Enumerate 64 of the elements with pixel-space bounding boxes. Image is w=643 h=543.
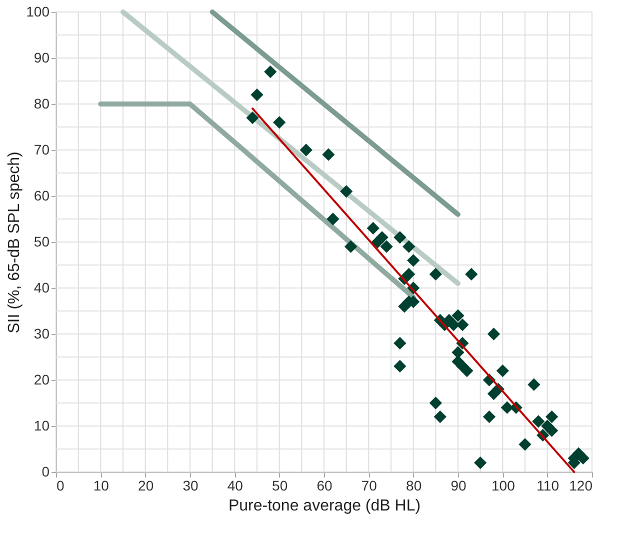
y-tick-label: 0 (42, 464, 50, 480)
x-tick-label: 40 (227, 478, 244, 494)
point (474, 456, 487, 470)
x-tick-label: 70 (361, 478, 378, 494)
point (300, 144, 312, 156)
x-tick-label: 10 (93, 478, 110, 494)
point (429, 268, 442, 281)
x-tick-label: 80 (406, 478, 422, 494)
point (340, 185, 353, 198)
point (532, 415, 545, 428)
point (394, 336, 406, 350)
point (273, 116, 286, 129)
y-axis-title: SII (%, 65-dB SPL spech) (6, 152, 24, 334)
point (545, 424, 558, 437)
point (447, 318, 460, 332)
x-tick-label: 0 (56, 478, 64, 494)
point (366, 222, 380, 235)
y-tick-label: 70 (34, 142, 50, 158)
point (326, 212, 340, 226)
point (429, 396, 442, 410)
point (264, 65, 277, 78)
point (376, 231, 388, 244)
y-tick-label: 80 (34, 96, 50, 112)
y-tick-label: 90 (34, 50, 50, 66)
y-tick-label: 100 (26, 4, 50, 20)
point (528, 378, 540, 391)
y-tick-label: 10 (34, 418, 50, 434)
x-axis-title: Pure-tone average (dB HL) (228, 498, 421, 514)
point (482, 410, 496, 424)
x-tick-label: 50 (272, 478, 288, 494)
x-tick-label: 120 (569, 478, 593, 494)
point (407, 254, 420, 267)
point (487, 387, 500, 400)
point (500, 401, 514, 414)
y-tick-label: 60 (34, 188, 50, 204)
x-tick-label: 20 (138, 478, 154, 494)
point (452, 309, 464, 322)
point (465, 268, 478, 281)
point (380, 240, 393, 253)
point (402, 240, 416, 253)
point (456, 318, 469, 332)
y-tick-label: 50 (34, 234, 50, 250)
point (344, 240, 358, 253)
y-tick-label: 30 (34, 326, 50, 342)
x-tick-label: 100 (491, 478, 516, 494)
x-tick-label: 60 (316, 478, 332, 494)
x-tick-label: 30 (182, 478, 198, 494)
point (545, 410, 558, 424)
point (250, 88, 264, 102)
point (576, 452, 590, 465)
point (434, 410, 446, 424)
y-tick-label: 40 (34, 280, 50, 296)
point (246, 111, 259, 124)
point (487, 328, 500, 340)
point (394, 360, 406, 373)
point (402, 268, 416, 281)
point (460, 364, 474, 378)
x-tick-label: 110 (536, 478, 560, 494)
x-tick-label: 90 (450, 478, 466, 494)
point (496, 364, 509, 378)
point (518, 438, 532, 451)
point (322, 148, 335, 161)
point (394, 231, 406, 244)
y-tick-label: 20 (34, 372, 50, 388)
